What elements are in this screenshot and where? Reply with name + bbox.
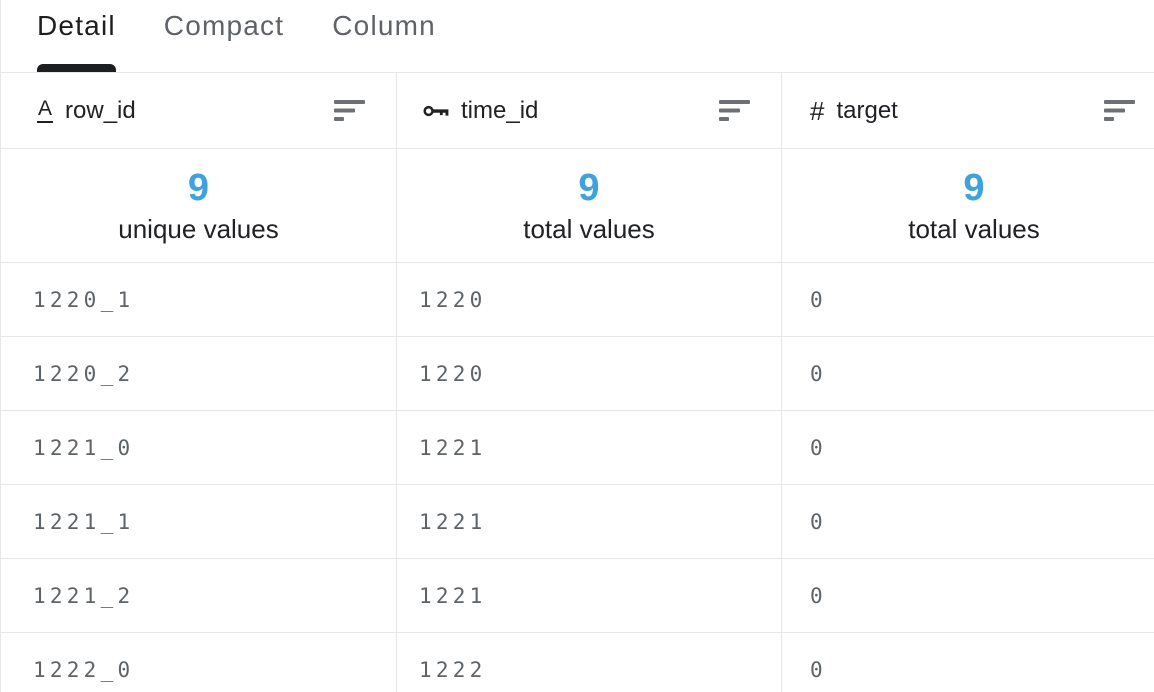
sort-button-target[interactable] — [1104, 100, 1136, 121]
column-name: row_id — [65, 96, 136, 124]
table-cell: 1221_1 — [33, 509, 135, 534]
summary-label: total values — [908, 214, 1040, 244]
column-name: target — [836, 96, 898, 124]
summary-row: 9 unique values 9 total values 9 total v… — [1, 149, 1154, 263]
table-row: 1220_1 1220 0 — [1, 263, 1154, 337]
text-type-icon: A — [37, 98, 54, 123]
column-name: time_id — [461, 96, 539, 124]
table-cell: 0 — [781, 411, 1154, 484]
summary-target: 9 total values — [781, 149, 1154, 262]
summary-time_id: 9 total values — [396, 149, 781, 262]
table-cell: 0 — [781, 485, 1154, 558]
sort-button-row_id[interactable] — [334, 100, 366, 121]
table-cell: 1221 — [396, 559, 781, 632]
tab-detail[interactable]: Detail — [37, 0, 116, 72]
summary-row_id: 9 unique values — [1, 149, 396, 262]
sort-button-time_id[interactable] — [719, 100, 751, 121]
table-cell: 1220 — [396, 337, 781, 410]
table-cell: 1221_2 — [33, 583, 135, 608]
table-row: 1221_1 1221 0 — [1, 485, 1154, 559]
tab-column-label: Column — [332, 10, 436, 41]
view-tab-bar: Detail Compact Column — [1, 0, 1154, 73]
table-cell: 1220_1 — [33, 287, 135, 312]
table-cell: 1221_0 — [33, 435, 135, 460]
table-header-row: A row_id time_id — [1, 73, 1154, 149]
table-cell: 1222_0 — [33, 657, 135, 682]
column-header-target[interactable]: # target — [781, 73, 1154, 148]
summary-label: total values — [523, 214, 655, 244]
tab-detail-label: Detail — [37, 10, 116, 41]
tab-compact[interactable]: Compact — [164, 0, 284, 72]
table-cell: 0 — [781, 633, 1154, 692]
table-cell: 0 — [781, 337, 1154, 410]
table-row: 1221_0 1221 0 — [1, 411, 1154, 485]
column-header-time_id[interactable]: time_id — [396, 73, 781, 148]
table-row: 1221_2 1221 0 — [1, 559, 1154, 633]
table-cell: 1222 — [396, 633, 781, 692]
unique-count: 9 — [187, 167, 210, 209]
total-count: 9 — [578, 167, 600, 209]
table-cell: 1220_2 — [33, 361, 135, 386]
tab-column[interactable]: Column — [332, 0, 436, 72]
table-cell: 1221 — [396, 411, 781, 484]
sort-icon — [719, 100, 750, 121]
key-icon — [423, 105, 449, 116]
table-row: 1222_0 1222 0 — [1, 633, 1154, 692]
table-cell: 1220 — [396, 263, 781, 336]
table-cell: 0 — [781, 559, 1154, 632]
column-header-row_id[interactable]: A row_id — [1, 73, 396, 148]
tab-compact-label: Compact — [163, 10, 285, 41]
number-type-icon: # — [810, 95, 825, 126]
table-cell: 0 — [781, 263, 1154, 336]
total-count: 9 — [963, 167, 985, 209]
summary-label: unique values — [118, 214, 279, 244]
table-cell: 1221 — [396, 485, 781, 558]
sort-icon — [334, 100, 365, 121]
table-row: 1220_2 1220 0 — [1, 337, 1154, 411]
active-tab-indicator — [37, 64, 116, 72]
sort-icon — [1104, 100, 1135, 121]
